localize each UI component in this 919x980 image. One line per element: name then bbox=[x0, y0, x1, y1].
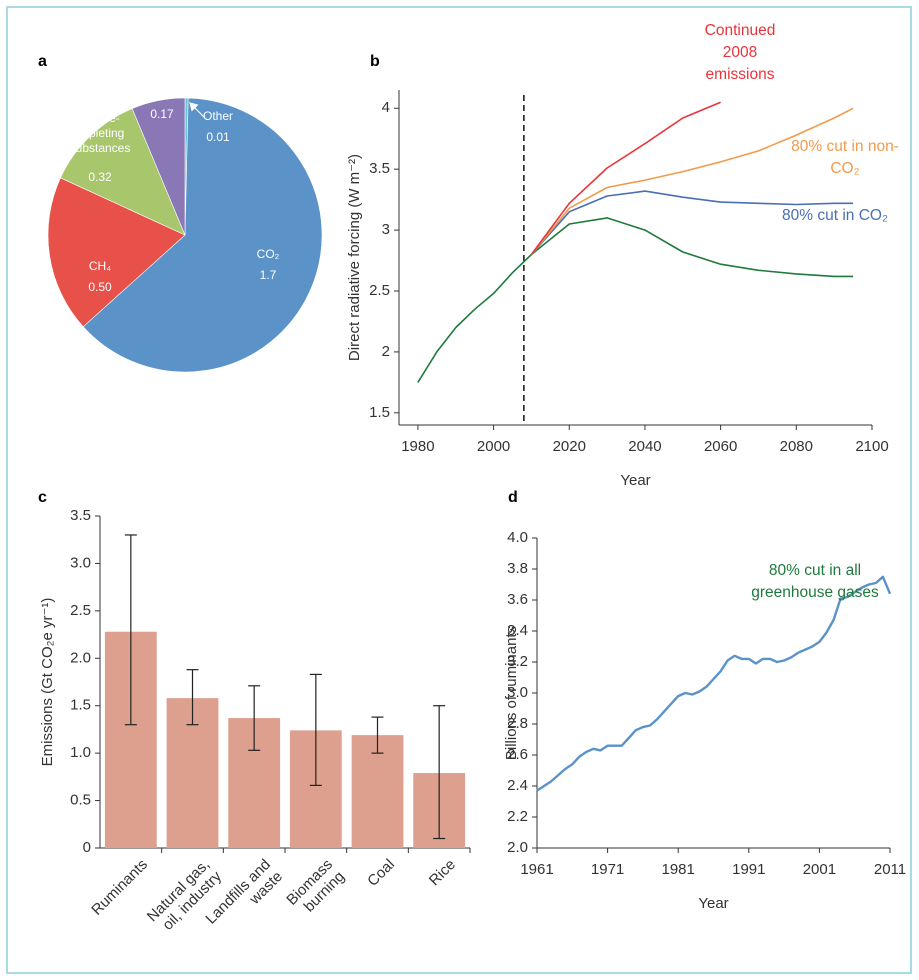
y-tick-label: 2.8 bbox=[507, 715, 528, 732]
pie-slice bbox=[82, 97, 323, 373]
y-tick-label: 3.0 bbox=[507, 684, 528, 701]
frame bbox=[6, 6, 912, 974]
x-tick-label: 2040 bbox=[628, 438, 661, 455]
panel-label: b bbox=[370, 53, 380, 70]
x-tick-label: 2020 bbox=[553, 438, 586, 455]
series-line bbox=[536, 575, 892, 792]
slice-label: CO₂ bbox=[256, 247, 280, 261]
x-tick-label: 1961 bbox=[520, 861, 553, 878]
x-tick-label: 2060 bbox=[704, 438, 737, 455]
y-tick-label: 2.0 bbox=[507, 839, 528, 856]
slice-label: N₂O bbox=[150, 86, 174, 100]
y-tick-label: 2.5 bbox=[369, 282, 390, 299]
bar bbox=[351, 735, 404, 848]
y-tick-label: 0.5 bbox=[70, 792, 91, 809]
callout-arrow bbox=[189, 102, 206, 119]
y-tick-label: 3.0 bbox=[70, 554, 91, 571]
x-axis-title: Year bbox=[698, 895, 728, 912]
y-tick-label: 2.5 bbox=[70, 602, 91, 619]
x-tick-label: 2100 bbox=[855, 438, 888, 455]
y-tick-label: 3.6 bbox=[507, 591, 528, 608]
y-tick-label: 2 bbox=[382, 343, 390, 360]
pie-slice bbox=[47, 177, 186, 328]
slice-value: 0.50 bbox=[88, 280, 112, 294]
slice-label: CH₄ bbox=[88, 259, 112, 273]
pie-slice bbox=[60, 108, 186, 236]
pie-slice bbox=[131, 97, 186, 236]
series-line bbox=[530, 101, 721, 255]
slice-value: 1.7 bbox=[259, 268, 277, 282]
y-tick-label: 4 bbox=[382, 99, 390, 116]
y-axis-title: Billions of ruminants bbox=[503, 626, 520, 760]
y-tick-label: 3.2 bbox=[507, 653, 528, 670]
slice-value: 0.32 bbox=[88, 170, 112, 184]
y-axis-title: Direct radiative forcing (W m⁻²) bbox=[346, 154, 363, 361]
panel-label: d bbox=[508, 489, 518, 506]
legend-label: 80% cut in non-CO₂ bbox=[791, 138, 899, 177]
panel-label: c bbox=[38, 489, 47, 506]
y-tick-label: 1.5 bbox=[369, 404, 390, 421]
y-tick-label: 0 bbox=[83, 839, 91, 856]
legend-label: 80% cut in CO₂ bbox=[782, 207, 888, 224]
x-tick-label: 1980 bbox=[401, 438, 434, 455]
slice-label: Other bbox=[202, 109, 233, 123]
y-tick-label: 3.8 bbox=[507, 560, 528, 577]
legend-label: Continued 2008 emissions bbox=[704, 22, 776, 83]
series-line bbox=[530, 190, 854, 256]
slice-value: 0.17 bbox=[150, 107, 174, 121]
y-tick-label: 4.0 bbox=[507, 529, 528, 546]
slice-label: Ozone-depleting substances bbox=[69, 111, 131, 155]
y-tick-label: 2.6 bbox=[507, 746, 528, 763]
x-tick-label: 2001 bbox=[803, 861, 836, 878]
y-tick-label: 3.4 bbox=[507, 622, 528, 639]
y-tick-label: 2.4 bbox=[507, 777, 528, 794]
x-tick-label: 2000 bbox=[477, 438, 510, 455]
x-tick-label: 1971 bbox=[591, 861, 624, 878]
x-tick-label: 1981 bbox=[662, 861, 695, 878]
x-tick-label: 1991 bbox=[732, 861, 765, 878]
series-line bbox=[530, 107, 854, 256]
series-line bbox=[417, 217, 854, 383]
x-tick-label: 2080 bbox=[780, 438, 813, 455]
y-tick-label: 2.2 bbox=[507, 808, 528, 825]
y-tick-label: 3.5 bbox=[369, 160, 390, 177]
legend-label: 80% cut in all greenhouse gases bbox=[751, 562, 879, 601]
x-axis-title: Year bbox=[620, 472, 650, 489]
y-tick-label: 1.5 bbox=[70, 697, 91, 714]
y-tick-label: 1.0 bbox=[70, 744, 91, 761]
panel-label: a bbox=[38, 53, 47, 70]
y-tick-label: 3.5 bbox=[70, 507, 91, 524]
slice-value: 0.01 bbox=[206, 130, 230, 144]
y-axis-title: Emissions (Gt CO₂e yr⁻¹) bbox=[39, 598, 56, 767]
x-tick-label: 2011 bbox=[874, 861, 906, 878]
y-tick-label: 2.0 bbox=[70, 649, 91, 666]
y-tick-label: 3 bbox=[382, 221, 390, 238]
